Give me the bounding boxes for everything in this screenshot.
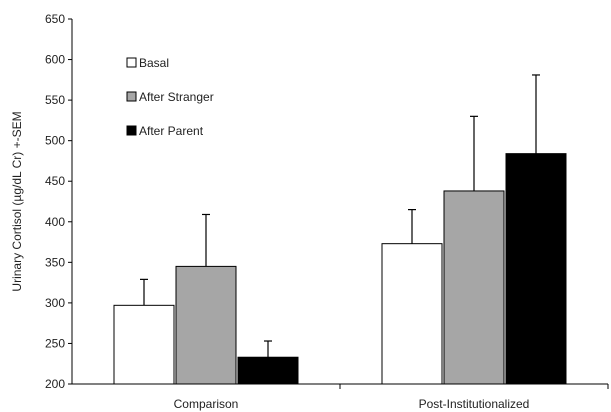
x-category-label: Comparison — [174, 397, 239, 411]
y-tick-label: 600 — [45, 53, 65, 67]
error-bars-layer — [140, 74, 540, 358]
legend-swatch — [126, 57, 137, 68]
y-tick-label: 250 — [45, 336, 65, 350]
y-tick-label: 500 — [45, 134, 65, 148]
legend-label: After Stranger — [139, 90, 214, 104]
bar — [505, 153, 567, 385]
y-tick-label: 300 — [45, 296, 65, 310]
bar — [381, 243, 443, 385]
y-tick-label: 350 — [45, 255, 65, 269]
legend: Basal After Stranger After Parent — [126, 56, 214, 138]
bars-layer — [113, 153, 567, 385]
labels-layer: 200 250 300 350 400 450 500 550 600 650 Comparison… — [10, 12, 529, 411]
legend-swatch — [126, 125, 137, 136]
bar — [443, 190, 505, 385]
legend-swatch — [126, 91, 137, 102]
y-tick-label: 650 — [45, 12, 65, 26]
bar — [237, 356, 299, 385]
x-category-label: Post-Institutionalized — [419, 397, 530, 411]
y-tick-label: 550 — [45, 93, 65, 107]
bar — [113, 304, 175, 385]
legend-label: After Parent — [139, 124, 204, 138]
y-tick-label: 200 — [45, 377, 65, 391]
y-axis-title: Urinary Cortisol (µg/dL Cr) +-SEM — [10, 111, 24, 291]
y-tick-label: 400 — [45, 215, 65, 229]
bar — [175, 265, 237, 385]
legend-label: Basal — [139, 56, 169, 70]
y-tick-label: 450 — [45, 174, 65, 188]
